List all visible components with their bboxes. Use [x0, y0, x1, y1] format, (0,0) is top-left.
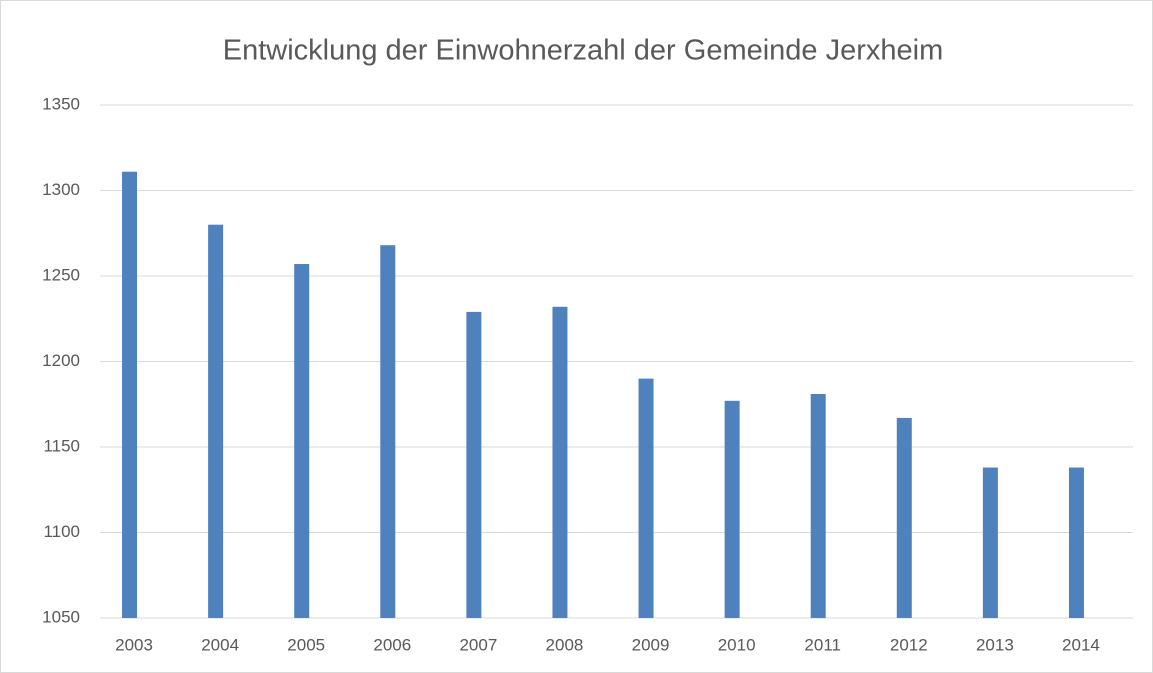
- x-tick-label: 2010: [718, 635, 756, 654]
- x-tick-label: 2007: [459, 635, 497, 654]
- bar: [724, 400, 740, 618]
- x-tick-label: 2009: [632, 635, 670, 654]
- x-tick-label: 2004: [201, 635, 239, 654]
- x-tick-label: 2014: [1062, 635, 1100, 654]
- bar: [810, 393, 826, 618]
- x-tick-label: 2003: [115, 635, 153, 654]
- x-tick-label: 2011: [804, 635, 841, 654]
- x-tick-label: 2008: [546, 635, 584, 654]
- bar: [552, 306, 568, 618]
- bar: [380, 245, 396, 618]
- bar: [896, 417, 912, 618]
- y-tick-label: 1150: [43, 436, 80, 455]
- y-tick-label: 1350: [42, 94, 80, 113]
- bar: [122, 171, 138, 618]
- bar: [294, 264, 310, 618]
- y-tick-label: 1250: [42, 265, 80, 284]
- x-tick-label: 2005: [287, 635, 325, 654]
- chart-title: Entwicklung der Einwohnerzahl der Gemein…: [223, 35, 944, 67]
- bar: [638, 378, 654, 618]
- x-tick-label: 2012: [890, 635, 928, 654]
- bar: [982, 467, 998, 618]
- x-tick-label: 2006: [373, 635, 411, 654]
- bar: [1068, 467, 1084, 618]
- y-tick-label: 1300: [42, 180, 80, 199]
- y-tick-label: 1100: [43, 522, 80, 541]
- y-tick-label: 1050: [42, 607, 80, 626]
- y-tick-label: 1200: [42, 351, 80, 370]
- x-tick-label: 2013: [976, 635, 1014, 654]
- bar: [466, 311, 482, 618]
- bar: [208, 224, 224, 618]
